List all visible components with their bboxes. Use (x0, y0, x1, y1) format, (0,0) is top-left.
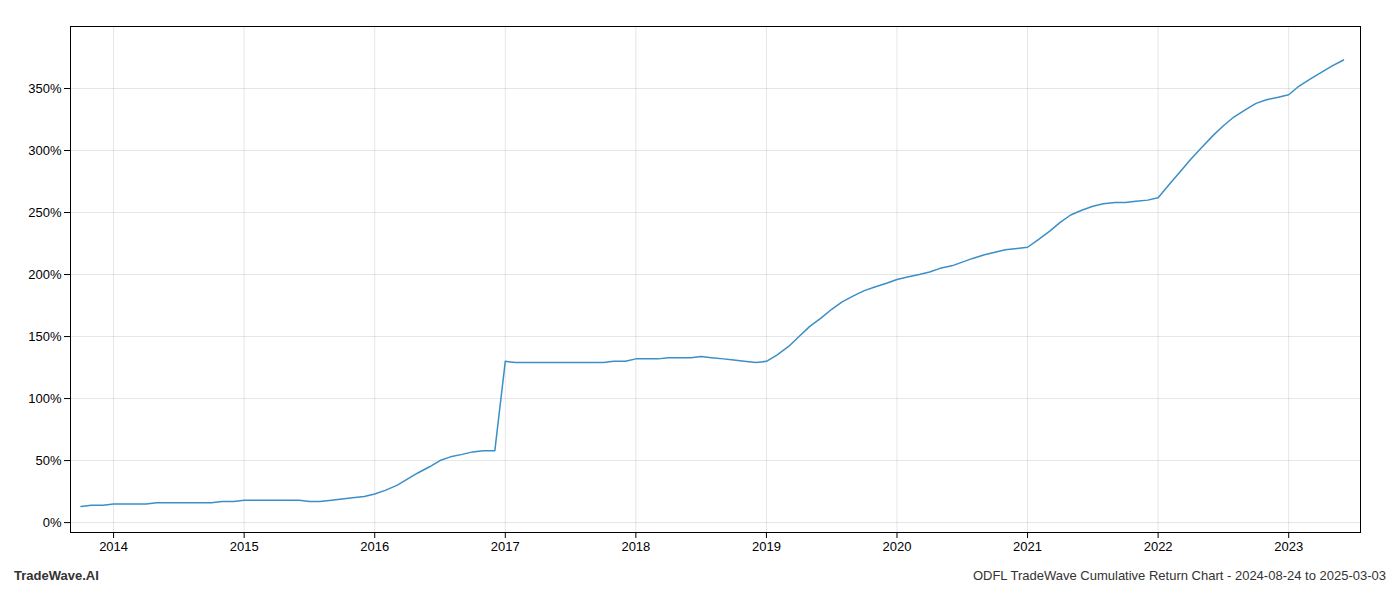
svg-text:2021: 2021 (1013, 539, 1042, 554)
svg-text:350%: 350% (28, 81, 62, 96)
svg-text:2017: 2017 (491, 539, 520, 554)
svg-text:100%: 100% (28, 391, 62, 406)
svg-text:250%: 250% (28, 205, 62, 220)
html-text:TradeWave.AI: TradeWave.AI (14, 568, 99, 583)
svg-text:200%: 200% (28, 267, 62, 282)
svg-text:2018: 2018 (621, 539, 650, 554)
svg-text:50%: 50% (35, 453, 61, 468)
html-text:ODFL TradeWave Cumulative Retu: ODFL TradeWave Cumulative Return Chart -… (972, 568, 1386, 583)
svg-text:2023: 2023 (1274, 539, 1303, 554)
svg-text:2022: 2022 (1144, 539, 1173, 554)
svg-text:0%: 0% (43, 515, 62, 530)
svg-text:2020: 2020 (883, 539, 912, 554)
svg-text:2019: 2019 (752, 539, 781, 554)
svg-text:2015: 2015 (230, 539, 259, 554)
svg-text:2016: 2016 (360, 539, 389, 554)
svg-text:150%: 150% (28, 329, 62, 344)
svg-text:300%: 300% (28, 143, 62, 158)
svg-text:2014: 2014 (99, 539, 128, 554)
